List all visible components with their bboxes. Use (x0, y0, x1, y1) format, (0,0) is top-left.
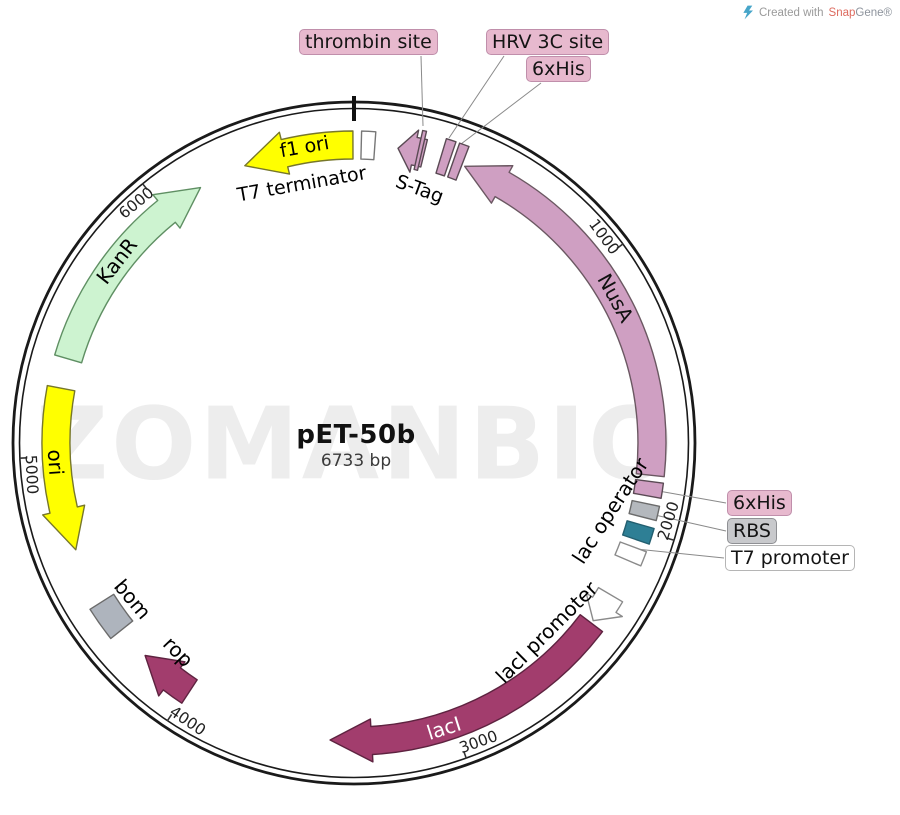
callout-thrombin-site: thrombin site (299, 29, 438, 55)
plasmid-size: 6733 bp (320, 451, 392, 471)
tick-4000 (166, 713, 173, 722)
feature-rop (144, 654, 198, 704)
attribution-brand: SnapGene® (828, 6, 892, 19)
feature-6xhis-internal (632, 478, 665, 499)
callout-line-rbs (645, 512, 727, 532)
feature-f1-ori (244, 130, 354, 175)
plasmid-title-block: pET-50b 6733 bp (296, 420, 415, 471)
feature-ori (41, 384, 86, 551)
tick-2000 (666, 537, 675, 542)
callout-lines (420, 55, 727, 559)
feature-6xhis-n (447, 142, 470, 181)
callout-line-thrombin-site (420, 55, 424, 127)
feature-shapes (41, 129, 667, 763)
feature-label-t7-terminator: T7 terminator (235, 162, 369, 207)
feature-t7-terminator (360, 130, 377, 161)
callout-line-6xhis-right (652, 489, 727, 504)
feature-laci (329, 614, 604, 763)
attribution-created-with: Created with (758, 6, 824, 19)
feature-lac-operator (622, 520, 655, 545)
callout-line-hrv-3c-site (448, 55, 505, 139)
feature-hrv-3c-site (435, 138, 457, 177)
watermark: ZOMANBIO (35, 385, 677, 503)
feature-bom (89, 593, 134, 640)
feature-t7-promoter (614, 541, 648, 567)
callout-hrv-3c-site: HRV 3C site (486, 29, 610, 55)
feature-rbs (628, 499, 661, 522)
feature-label-ori: ori (43, 448, 69, 476)
callout-rbs: RBS (727, 518, 777, 544)
callout-line-t7-promoter (635, 548, 725, 559)
tick-1000 (616, 243, 624, 250)
feature-nusa (464, 165, 667, 478)
tick-label-5000: 5000 (22, 454, 42, 494)
tick-3000 (462, 750, 468, 759)
callout-line-6xhis-top (460, 82, 542, 145)
callout-6xhis-right: 6xHis (727, 490, 792, 516)
plasmid-name: pET-50b (296, 420, 416, 450)
snapgene-icon (743, 5, 753, 20)
feature-thrombin-site (413, 129, 428, 171)
callout-t7-promoter: T7 promoter (725, 545, 855, 571)
feature-laci-promoter (585, 586, 624, 622)
feature-kanr (54, 186, 202, 364)
feature-label-s-tag: S-Tag (393, 171, 447, 209)
callout-6xhis-top: 6xHis (526, 56, 591, 82)
tick-6000 (141, 182, 148, 191)
snapgene-attribution: Created with SnapGene® (742, 5, 892, 20)
